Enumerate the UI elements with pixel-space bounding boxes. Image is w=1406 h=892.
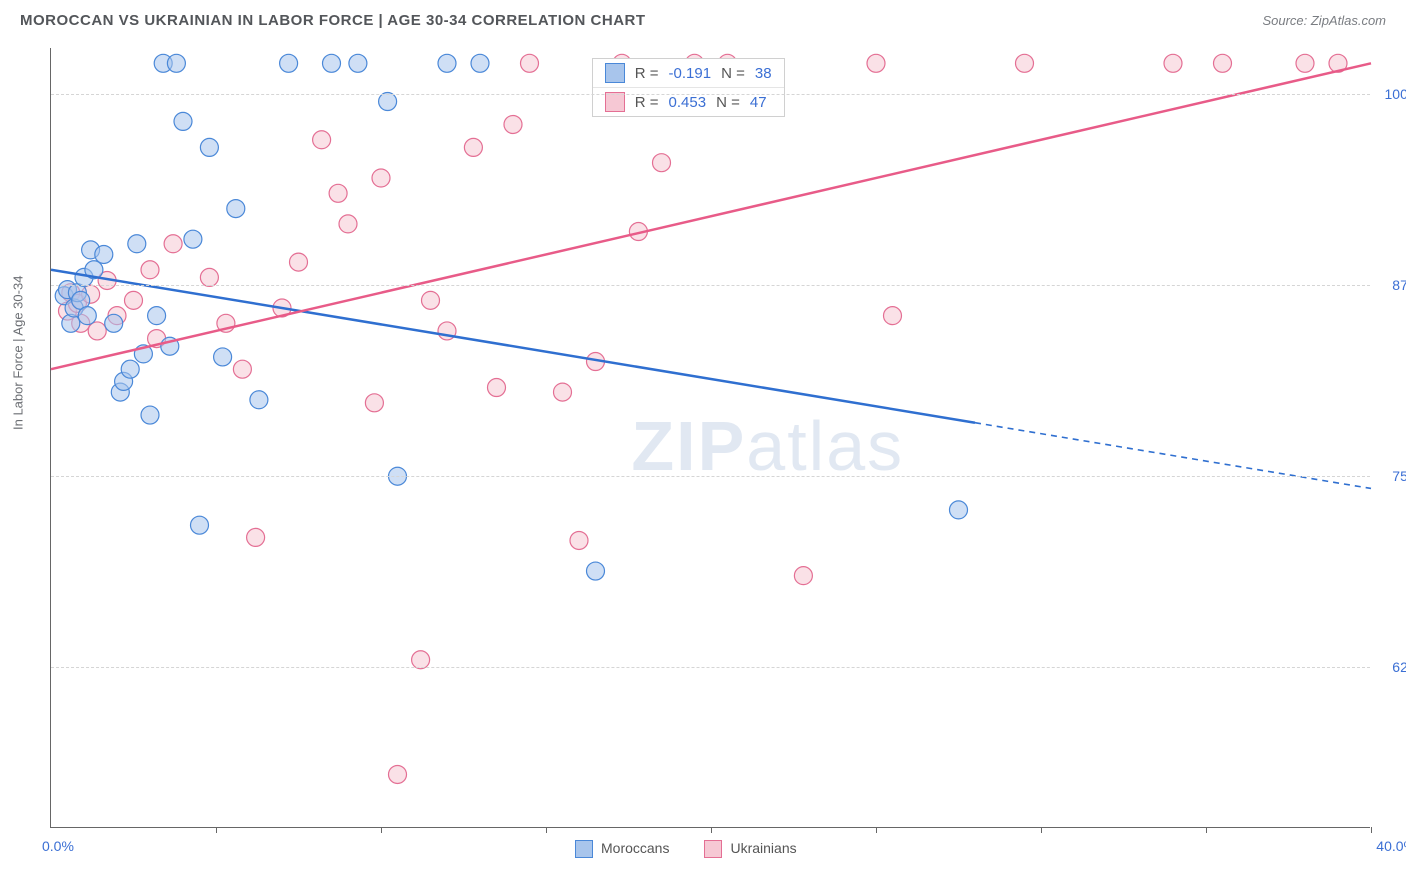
data-point: [365, 394, 383, 412]
data-point: [280, 54, 298, 72]
stats-r-label: R =: [635, 65, 659, 82]
gridline: [51, 94, 1370, 95]
stats-r-label: R =: [635, 94, 659, 111]
data-point: [1214, 54, 1232, 72]
stats-n-value: 47: [750, 94, 767, 111]
legend-swatch: [575, 840, 593, 858]
data-point: [128, 235, 146, 253]
data-point: [233, 360, 251, 378]
data-point: [554, 383, 572, 401]
data-point: [329, 184, 347, 202]
data-point: [372, 169, 390, 187]
y-tick-label: 75.0%: [1392, 468, 1406, 484]
stats-row: R = -0.191 N = 38: [593, 59, 784, 88]
data-point: [148, 307, 166, 325]
scatter-plot-svg: [51, 48, 1370, 827]
chart-plot-area: ZIPatlas R =-0.191N =38R =0.453N =47 62.…: [50, 48, 1370, 828]
stats-swatch: [605, 92, 625, 112]
data-point: [88, 322, 106, 340]
x-tick: [876, 827, 877, 833]
data-point: [339, 215, 357, 233]
data-point: [1016, 54, 1034, 72]
data-point: [200, 138, 218, 156]
y-tick-label: 62.5%: [1392, 659, 1406, 675]
x-tick: [546, 827, 547, 833]
data-point: [412, 651, 430, 669]
data-point: [323, 54, 341, 72]
chart-header: MOROCCAN VS UKRAINIAN IN LABOR FORCE | A…: [0, 0, 1406, 37]
data-point: [78, 307, 96, 325]
stats-n-label: N =: [716, 94, 740, 111]
data-point: [389, 765, 407, 783]
data-point: [653, 154, 671, 172]
x-tick: [381, 827, 382, 833]
data-point: [521, 54, 539, 72]
y-tick-label: 100.0%: [1385, 86, 1406, 102]
data-point: [250, 391, 268, 409]
gridline: [51, 285, 1370, 286]
data-point: [191, 516, 209, 534]
data-point: [247, 528, 265, 546]
x-tick: [1371, 827, 1372, 833]
data-point: [1296, 54, 1314, 72]
stats-n-value: 38: [755, 65, 772, 82]
data-point: [504, 115, 522, 133]
data-point: [587, 562, 605, 580]
data-point: [422, 291, 440, 309]
moroccan-trend-extrapolation: [975, 423, 1371, 489]
stats-n-label: N =: [721, 65, 745, 82]
chart-source: Source: ZipAtlas.com: [1262, 13, 1386, 28]
data-point: [105, 314, 123, 332]
series-legend: Moroccans Ukrainians: [575, 840, 797, 858]
moroccan-trend-line: [51, 270, 975, 423]
stats-row: R = 0.453 N = 47: [593, 88, 784, 116]
x-axis-max-label: 40.0%: [1376, 838, 1406, 854]
data-point: [290, 253, 308, 271]
y-axis-title: In Labor Force | Age 30-34: [11, 276, 26, 430]
legend-item: Ukrainians: [704, 840, 796, 858]
data-point: [464, 138, 482, 156]
x-tick: [1206, 827, 1207, 833]
stats-r-value: -0.191: [669, 65, 712, 82]
data-point: [121, 360, 139, 378]
x-tick: [216, 827, 217, 833]
data-point: [379, 93, 397, 111]
legend-label: Moroccans: [601, 840, 669, 856]
chart-title: MOROCCAN VS UKRAINIAN IN LABOR FORCE | A…: [20, 12, 646, 29]
data-point: [950, 501, 968, 519]
data-point: [471, 54, 489, 72]
data-point: [884, 307, 902, 325]
stats-swatch: [605, 63, 625, 83]
data-point: [95, 245, 113, 263]
data-point: [141, 261, 159, 279]
data-point: [214, 348, 232, 366]
data-point: [488, 379, 506, 397]
data-point: [174, 112, 192, 130]
stats-r-value: 0.453: [669, 94, 707, 111]
x-axis-min-label: 0.0%: [42, 838, 74, 854]
correlation-stats-box: R =-0.191N =38R =0.453N =47: [592, 58, 785, 117]
data-point: [227, 200, 245, 218]
data-point: [794, 567, 812, 585]
x-tick: [711, 827, 712, 833]
data-point: [125, 291, 143, 309]
x-tick: [1041, 827, 1042, 833]
legend-swatch: [704, 840, 722, 858]
gridline: [51, 667, 1370, 668]
data-point: [184, 230, 202, 248]
data-point: [164, 235, 182, 253]
data-point: [313, 131, 331, 149]
data-point: [349, 54, 367, 72]
data-point: [1164, 54, 1182, 72]
legend-label: Ukrainians: [730, 840, 796, 856]
y-tick-label: 87.5%: [1392, 277, 1406, 293]
data-point: [438, 54, 456, 72]
data-point: [570, 531, 588, 549]
gridline: [51, 476, 1370, 477]
data-point: [867, 54, 885, 72]
legend-item: Moroccans: [575, 840, 669, 858]
data-point: [141, 406, 159, 424]
data-point: [200, 268, 218, 286]
data-point: [167, 54, 185, 72]
